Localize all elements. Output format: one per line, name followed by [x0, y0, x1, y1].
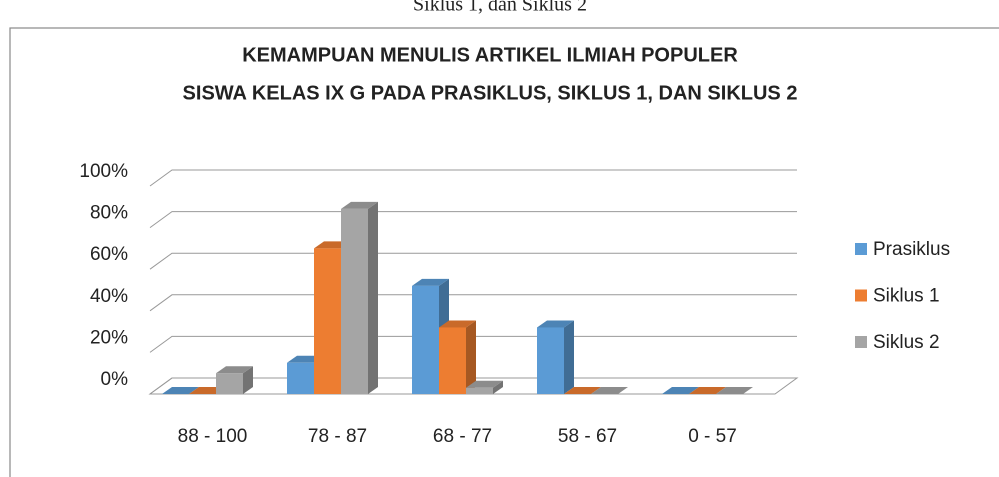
x-tick-label: 78 - 87: [308, 426, 367, 447]
legend-label: Siklus 2: [873, 332, 940, 353]
grid-line: [149, 211, 797, 229]
chart-border: [9, 27, 999, 477]
chart-title: KEMAMPUAN MENULIS ARTIKEL ILMIAH POPULER: [242, 44, 738, 66]
legend-label: Prasiklus: [873, 239, 950, 260]
bar-top: [662, 387, 699, 394]
x-tick-label: 58 - 67: [558, 426, 617, 447]
y-tick-label: 100%: [79, 161, 128, 182]
legend-swatch: [855, 289, 867, 302]
bar-top: [564, 387, 601, 394]
bar: [216, 373, 243, 394]
bar-top: [591, 387, 628, 394]
grid-line: [149, 377, 797, 395]
y-tick-label: 40%: [90, 286, 128, 307]
legend-swatch: [855, 243, 867, 255]
bar-side: [564, 320, 574, 394]
grid-line: [149, 252, 797, 270]
bar: [466, 387, 493, 394]
bar-side: [368, 201, 378, 394]
y-tick-label: 80%: [90, 203, 128, 224]
grid-line: [149, 294, 797, 312]
x-tick-label: 68 - 77: [433, 426, 492, 447]
bar-top: [412, 278, 449, 286]
bar-top: [716, 387, 753, 394]
grid-line: [149, 169, 797, 187]
grid-line: [149, 335, 797, 353]
y-tick-label: 60%: [90, 244, 128, 265]
bar: [439, 327, 466, 394]
x-tick-label: 88 - 100: [178, 426, 248, 447]
bar-top: [341, 201, 378, 209]
caption: Siklus 1, dan Siklus 2: [413, 0, 587, 16]
bar-side: [466, 320, 476, 394]
bar-side: [243, 366, 253, 394]
x-tick-label: 0 - 57: [688, 426, 737, 447]
bar: [412, 285, 439, 394]
bar: [314, 248, 341, 394]
bar-top: [216, 366, 253, 374]
bar-top: [162, 387, 199, 394]
legend-swatch: [855, 336, 867, 348]
y-tick-label: 0%: [101, 369, 129, 390]
bar-side: [493, 380, 503, 394]
y-tick-label: 20%: [90, 327, 128, 348]
bar-top: [439, 320, 476, 328]
bar-top: [537, 320, 574, 328]
bar: [287, 362, 314, 394]
chart-title: SISWA KELAS IX G PADA PRASIKLUS, SIKLUS …: [183, 82, 798, 104]
bar-top: [466, 380, 503, 388]
legend-label: Siklus 1: [873, 286, 940, 307]
bar: [537, 327, 564, 394]
bar-top: [689, 387, 726, 394]
bar: [341, 208, 368, 394]
